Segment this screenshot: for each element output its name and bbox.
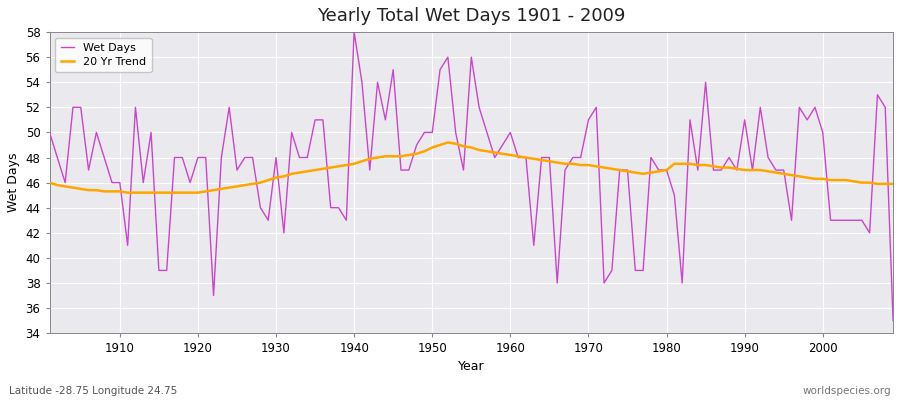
Text: worldspecies.org: worldspecies.org (803, 386, 891, 396)
Text: Latitude -28.75 Longitude 24.75: Latitude -28.75 Longitude 24.75 (9, 386, 177, 396)
Legend: Wet Days, 20 Yr Trend: Wet Days, 20 Yr Trend (55, 38, 151, 72)
20 Yr Trend (513, 154, 524, 159)
Title: Yearly Total Wet Days 1901 - 2009: Yearly Total Wet Days 1901 - 2009 (317, 7, 626, 25)
Wet Days (106, 180, 117, 185)
Wet Days (348, 30, 359, 34)
Wet Days (505, 130, 516, 135)
Line: 20 Yr Trend: 20 Yr Trend (50, 142, 893, 193)
Wet Days (513, 155, 524, 160)
20 Yr Trend (615, 168, 626, 172)
Wet Days (607, 268, 617, 273)
20 Yr Trend (443, 140, 454, 145)
20 Yr Trend (44, 180, 55, 185)
20 Yr Trend (106, 189, 117, 194)
Line: Wet Days: Wet Days (50, 32, 893, 321)
Wet Days (278, 230, 289, 235)
20 Yr Trend (122, 190, 133, 195)
X-axis label: Year: Year (458, 360, 484, 373)
20 Yr Trend (887, 182, 898, 186)
20 Yr Trend (520, 155, 531, 160)
Y-axis label: Wet Days: Wet Days (7, 153, 20, 212)
Wet Days (44, 130, 55, 135)
Wet Days (325, 205, 336, 210)
20 Yr Trend (333, 164, 344, 169)
20 Yr Trend (286, 172, 297, 176)
Wet Days (887, 318, 898, 323)
